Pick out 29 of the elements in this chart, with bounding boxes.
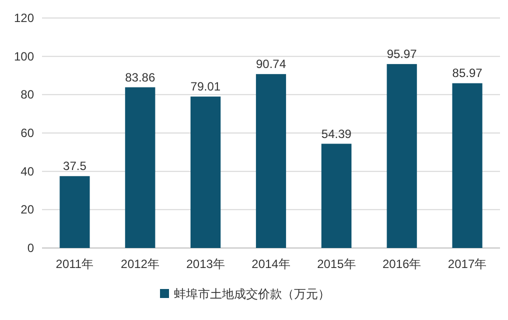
y-tick-label: 40: [20, 164, 34, 178]
data-label: 79.01: [190, 80, 221, 94]
bar: [256, 74, 286, 248]
data-label: 90.74: [256, 57, 286, 72]
bar: [190, 96, 221, 248]
y-tick-label: 80: [20, 88, 34, 102]
bar: [125, 87, 156, 248]
x-tick-label: 2014年: [252, 257, 290, 271]
x-tick-label: 2016年: [382, 257, 422, 271]
data-label: 95.97: [386, 47, 418, 62]
x-tick-label: 2017年: [448, 257, 487, 271]
x-tick-label: 2012年: [120, 257, 160, 271]
x-tick-label: 2013年: [186, 257, 225, 271]
bar: [321, 144, 352, 248]
x-tick-label: 2011年: [56, 257, 94, 271]
x-tick-label: 2015年: [317, 257, 356, 271]
bar: [452, 83, 482, 248]
y-tick-label: 120: [14, 11, 34, 25]
y-tick-label: 20: [20, 202, 34, 217]
y-tick-label: 100: [14, 49, 34, 64]
bar: [386, 64, 417, 248]
data-label: 37.5: [63, 159, 87, 174]
legend-label: 蚌埠市土地成交价款（万元）: [174, 287, 330, 301]
bar: [60, 176, 90, 248]
y-tick-label: 0: [27, 241, 34, 255]
data-label: 54.39: [321, 126, 352, 141]
y-tick-label: 60: [20, 126, 34, 140]
data-label: 85.97: [452, 66, 483, 80]
data-label: 83.86: [125, 70, 156, 84]
